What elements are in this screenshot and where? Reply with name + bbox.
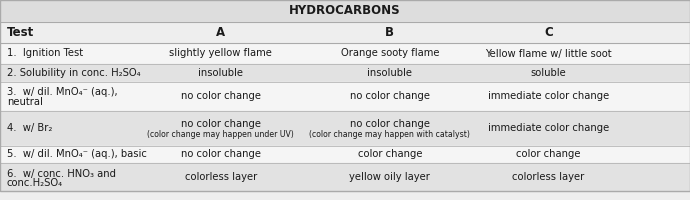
Text: neutral: neutral: [7, 97, 43, 107]
Text: insoluble: insoluble: [367, 68, 413, 78]
Bar: [0, 111, 690, 146]
Text: no color change: no color change: [181, 91, 261, 101]
Text: A: A: [216, 26, 226, 39]
Text: (color change may happen with catalyst): (color change may happen with catalyst): [309, 130, 471, 139]
Text: immediate color change: immediate color change: [488, 91, 609, 101]
Text: 1.  Ignition Test: 1. Ignition Test: [7, 48, 83, 58]
Text: immediate color change: immediate color change: [488, 123, 609, 133]
Bar: [0, 43, 690, 64]
Text: 6.  w/ conc. HNO₃ and: 6. w/ conc. HNO₃ and: [7, 169, 116, 179]
Text: color change: color change: [516, 149, 581, 159]
Text: 3.  w/ dil. MnO₄⁻ (aq.),: 3. w/ dil. MnO₄⁻ (aq.),: [7, 87, 117, 97]
Bar: [0, 82, 690, 111]
Text: (color change may happen under UV): (color change may happen under UV): [148, 130, 294, 139]
Text: HYDROCARBONS: HYDROCARBONS: [289, 4, 401, 18]
Text: yellow oily layer: yellow oily layer: [349, 172, 431, 182]
Bar: [0, 163, 690, 191]
Text: no color change: no color change: [350, 91, 430, 101]
Text: 4.  w/ Br₂: 4. w/ Br₂: [7, 123, 52, 133]
Text: insoluble: insoluble: [198, 68, 244, 78]
Text: colorless layer: colorless layer: [185, 172, 257, 182]
Text: soluble: soluble: [531, 68, 566, 78]
Text: no color change: no color change: [181, 149, 261, 159]
Text: C: C: [544, 26, 553, 39]
Text: 2. Solubility in conc. H₂SO₄: 2. Solubility in conc. H₂SO₄: [7, 68, 141, 78]
Text: colorless layer: colorless layer: [513, 172, 584, 182]
Text: Orange sooty flame: Orange sooty flame: [341, 48, 439, 58]
Text: Test: Test: [7, 26, 34, 39]
Text: no color change: no color change: [181, 119, 261, 129]
Text: 5.  w/ dil. MnO₄⁻ (aq.), basic: 5. w/ dil. MnO₄⁻ (aq.), basic: [7, 149, 147, 159]
Bar: [0, 146, 690, 163]
Bar: [0, 64, 690, 82]
Bar: [0, 0, 690, 22]
Bar: [0, 22, 690, 43]
Text: no color change: no color change: [350, 119, 430, 129]
Text: slightly yellow flame: slightly yellow flame: [169, 48, 273, 58]
Text: color change: color change: [357, 149, 422, 159]
Text: conc.H₂SO₄: conc.H₂SO₄: [7, 178, 63, 188]
Text: Yellow flame w/ little soot: Yellow flame w/ little soot: [485, 48, 612, 58]
Text: B: B: [385, 26, 395, 39]
